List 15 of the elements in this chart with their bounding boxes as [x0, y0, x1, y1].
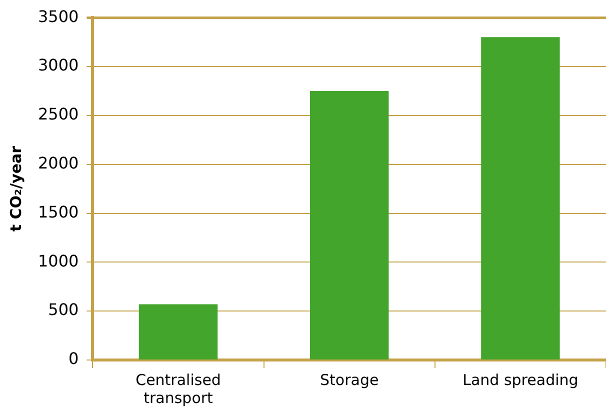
bar — [138, 304, 218, 360]
y-tick-label: 2000 — [38, 154, 79, 172]
y-axis-title: t CO₂/year — [6, 145, 25, 232]
y-tick-label: 0 — [68, 349, 79, 368]
y-tick-label: 1500 — [38, 202, 79, 222]
bar — [310, 90, 389, 360]
y-tick-label: 500 — [48, 300, 79, 320]
y-tick-label: 3000 — [38, 56, 79, 75]
y-tick-label: 2500 — [38, 104, 79, 124]
y-tick-label: 1000 — [38, 251, 79, 270]
bar — [481, 37, 560, 360]
x-tick-label: Centralised transport — [136, 370, 221, 407]
y-tick-label: 3500 — [38, 6, 79, 26]
x-tick-label: Land spreading — [462, 370, 578, 389]
x-tick-label: Storage — [320, 370, 379, 389]
